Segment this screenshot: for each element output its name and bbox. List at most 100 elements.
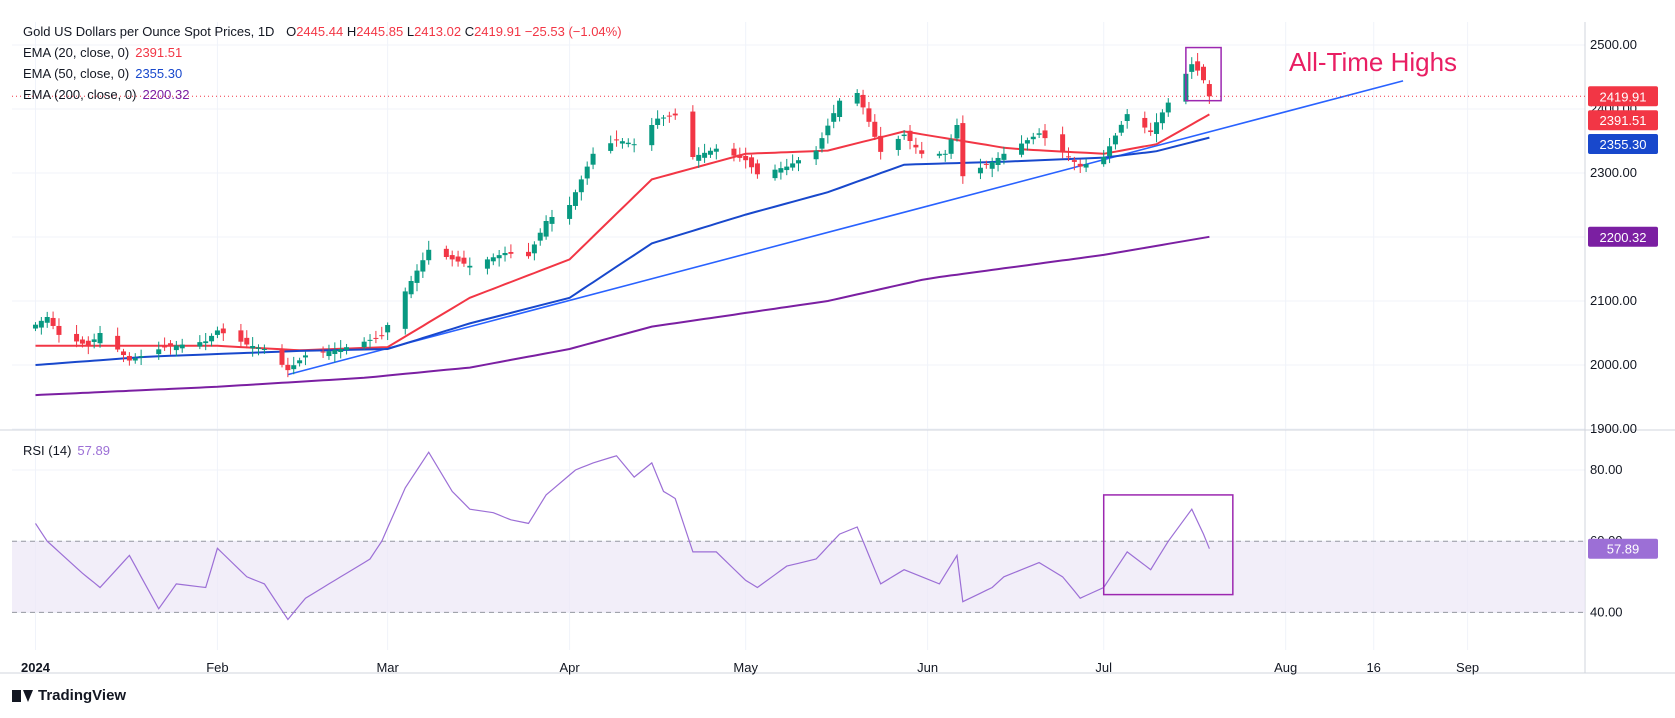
- low-value: 2413.02: [414, 24, 462, 39]
- candle-body: [625, 142, 631, 145]
- candle-body: [895, 138, 901, 150]
- candle-body: [408, 281, 414, 295]
- candle-body: [743, 155, 749, 161]
- rsi-layer: [34, 451, 1210, 621]
- close-value: 2419.91: [474, 24, 522, 39]
- candle-body: [385, 325, 391, 333]
- candle-body: [367, 339, 373, 341]
- candle-body: [332, 350, 338, 355]
- ema20-legend[interactable]: EMA (20, close, 0) 2391.51: [23, 45, 183, 60]
- candle-body: [960, 123, 966, 177]
- candle-body: [1195, 61, 1201, 71]
- tradingview-brand: TradingView: [38, 687, 127, 704]
- candle-body: [279, 349, 285, 365]
- candle-body: [1124, 114, 1130, 121]
- candle-body: [173, 345, 179, 351]
- candle-body: [901, 134, 907, 137]
- candle-body: [989, 162, 995, 169]
- candle-body: [936, 153, 942, 156]
- candle-body: [666, 115, 672, 117]
- candle-body: [126, 355, 132, 361]
- candle-body: [737, 154, 743, 158]
- ema200-legend[interactable]: EMA (200, close, 0) 2200.32: [23, 87, 190, 102]
- price-tick-label: 2300.00: [1590, 165, 1637, 180]
- ema200-badge: 2200.32: [1588, 226, 1658, 247]
- candle-body: [995, 157, 1001, 165]
- candle-body: [866, 108, 872, 122]
- candle-body: [1206, 84, 1212, 97]
- close-price-badge: 2419.91: [1588, 86, 1658, 107]
- ema50-legend[interactable]: EMA (50, close, 0) 2355.30: [23, 66, 183, 81]
- price-tick-label: 2000.00: [1590, 357, 1637, 372]
- candle-body: [261, 349, 267, 350]
- candle-body: [578, 179, 584, 193]
- candle-body: [531, 244, 537, 254]
- candle-body: [449, 255, 455, 260]
- ema200-badge-bg: [1588, 226, 1658, 247]
- candle-body: [854, 93, 860, 104]
- candle-body: [1159, 112, 1165, 124]
- candle-body: [672, 113, 678, 116]
- highlight-boxes: [1102, 46, 1234, 596]
- candle-body: [162, 346, 168, 348]
- candle-body: [1071, 160, 1077, 162]
- candle-body: [572, 192, 578, 206]
- candle-body: [543, 221, 549, 237]
- close-price-badge-text: 2419.91: [1600, 89, 1647, 104]
- candle-body: [209, 335, 215, 342]
- candle-body: [567, 205, 573, 219]
- candle-body: [608, 143, 614, 151]
- candle-body: [619, 141, 625, 144]
- ema50-line: [35, 136, 1210, 366]
- candle-body: [326, 351, 332, 357]
- price-tick-label: 2100.00: [1590, 293, 1637, 308]
- candle-body: [731, 148, 737, 156]
- ema50-badge: 2355.30: [1588, 134, 1658, 155]
- ema20-badge: 2391.51: [1588, 110, 1658, 131]
- candle-body: [878, 135, 884, 152]
- rsi-band: [12, 540, 1585, 613]
- tradingview-logo[interactable]: TradingView: [12, 687, 126, 704]
- time-tick-label: Aug: [1274, 660, 1297, 675]
- candle-body: [1107, 146, 1113, 157]
- candle-body: [696, 154, 702, 161]
- rsi-value: 57.89: [77, 443, 110, 458]
- candle-body: [796, 160, 801, 164]
- candle-body: [138, 356, 144, 358]
- candles-layer: [32, 53, 1212, 378]
- candle-body: [121, 351, 127, 356]
- candle-body: [1001, 153, 1007, 160]
- rsi-badge-text: 57.89: [1607, 542, 1640, 557]
- candle-body: [115, 335, 121, 350]
- candle-body: [484, 259, 490, 269]
- candle-body: [1042, 130, 1048, 139]
- candle-body: [38, 320, 44, 328]
- candle-body: [426, 249, 432, 261]
- time-tick-label: 2024: [21, 660, 51, 675]
- candle-body: [455, 256, 461, 262]
- rsi-legend[interactable]: RSI (14) 57.89: [23, 443, 110, 458]
- candle-body: [631, 144, 637, 146]
- candle-body: [1200, 66, 1206, 81]
- high-value: 2445.85: [356, 24, 404, 39]
- candle-body: [97, 333, 103, 344]
- candle-body: [1019, 143, 1025, 155]
- candle-body: [913, 144, 919, 148]
- time-tick-label: Jul: [1095, 660, 1112, 675]
- candle-body: [443, 248, 449, 257]
- ema50-value: 2355.30: [135, 66, 183, 81]
- candle-body: [1165, 102, 1171, 113]
- time-tick-label: May: [733, 660, 758, 675]
- rsi-tick-label: 80.00: [1590, 462, 1623, 477]
- candle-body: [1148, 130, 1154, 133]
- candle-body: [508, 252, 514, 254]
- time-tick-label: Sep: [1456, 660, 1479, 675]
- candle-body: [1036, 133, 1042, 135]
- candle-body: [420, 260, 426, 272]
- candle-body: [467, 265, 473, 268]
- candle-body: [713, 148, 719, 152]
- candle-body: [590, 153, 596, 165]
- candle-body: [167, 343, 173, 347]
- candle-body: [707, 150, 713, 155]
